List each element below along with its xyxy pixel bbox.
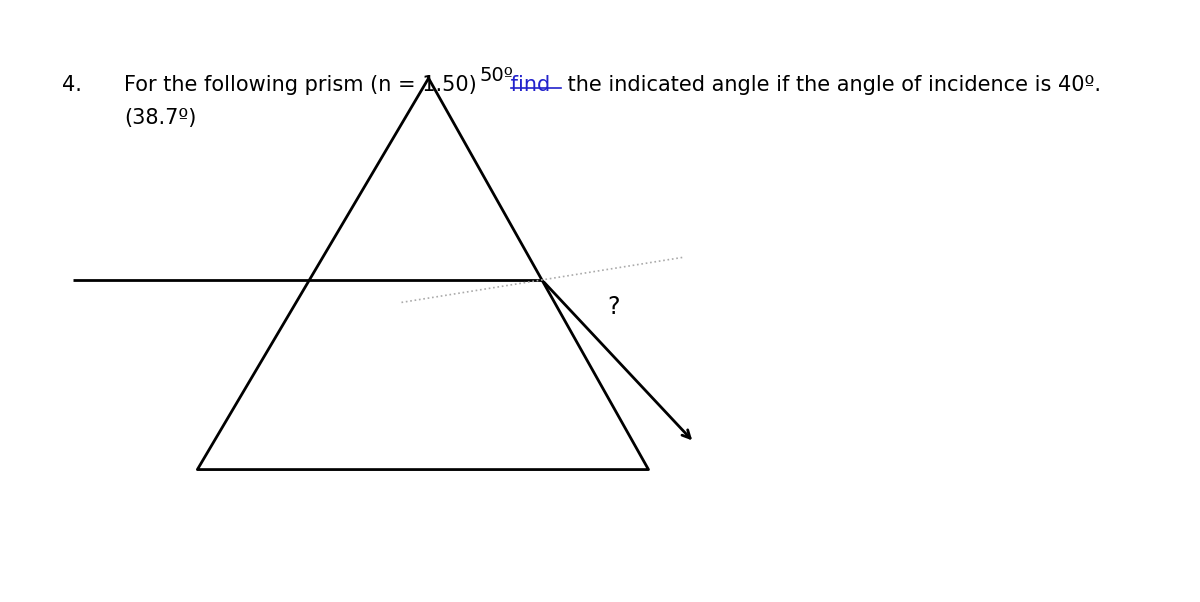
Text: (38.7º): (38.7º) bbox=[124, 108, 197, 128]
Text: find: find bbox=[504, 75, 551, 95]
Text: the indicated angle if the angle of incidence is 40º.: the indicated angle if the angle of inci… bbox=[560, 75, 1100, 95]
Text: 50º: 50º bbox=[479, 66, 514, 85]
Text: For the following prism (n = 1.50): For the following prism (n = 1.50) bbox=[124, 75, 476, 95]
Text: 4.: 4. bbox=[62, 75, 82, 95]
Text: ?: ? bbox=[607, 295, 620, 319]
